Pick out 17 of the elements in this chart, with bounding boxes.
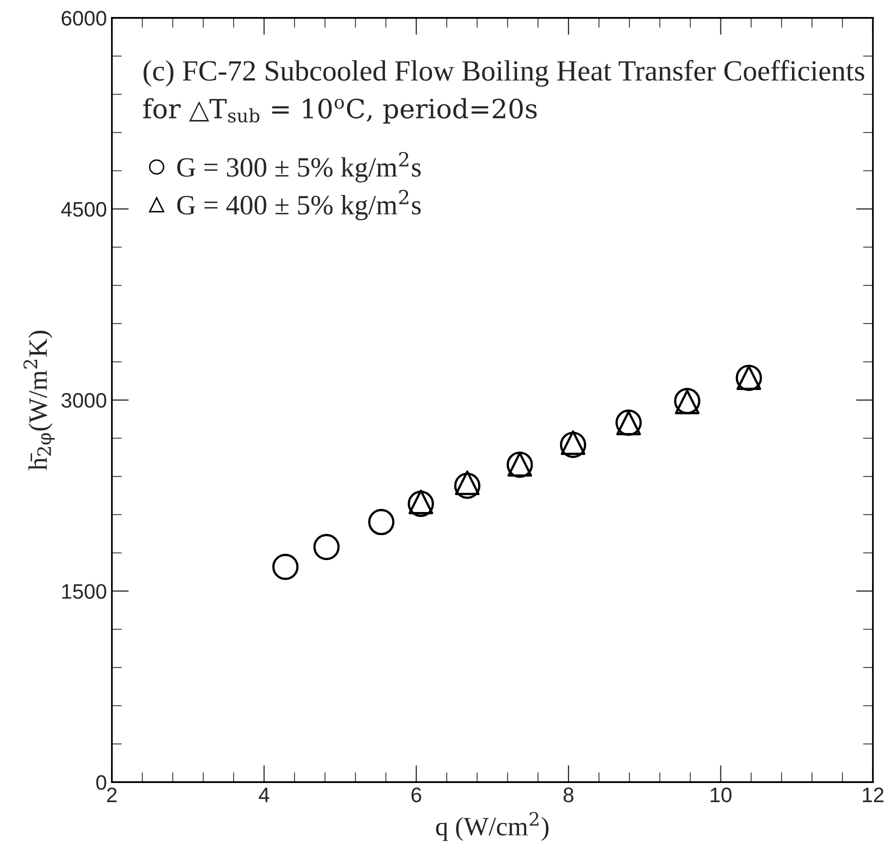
y-tick-label: 3000 — [61, 393, 106, 408]
y-axis-title: h̄$_{2φ}$(W/m$^{2}$K) — [23, 330, 55, 470]
text: (c) FC-72 Subcooled Flow Boiling Heat Transfer Coefficients — [144, 60, 864, 87]
x-tick-label: 8 — [564, 788, 574, 802]
legend-label: G = 400 ± 5% kg/m$^{2}$s — [177, 190, 421, 220]
y-tick-label: 0 — [96, 775, 106, 790]
text: for △T$_{sub}$ = 10$^{o}$C, period=20s — [143, 98, 537, 124]
x-tick-label: 2 — [107, 788, 117, 802]
x-tick-label: 6 — [412, 788, 422, 802]
x-axis-title: q (W/cm$^{2}$) — [436, 812, 548, 841]
y-tick-label: 6000 — [62, 10, 106, 26]
x-tick-label: 12 — [862, 788, 884, 802]
y-tick-label: 4500 — [61, 202, 106, 217]
x-tick-label: 4 — [258, 788, 270, 802]
x-tick-label: 10 — [710, 788, 732, 802]
y-tick-label: 1500 — [62, 584, 106, 599]
legend-label: G = 300 ± 5% kg/m$^{2}$s — [177, 152, 421, 182]
